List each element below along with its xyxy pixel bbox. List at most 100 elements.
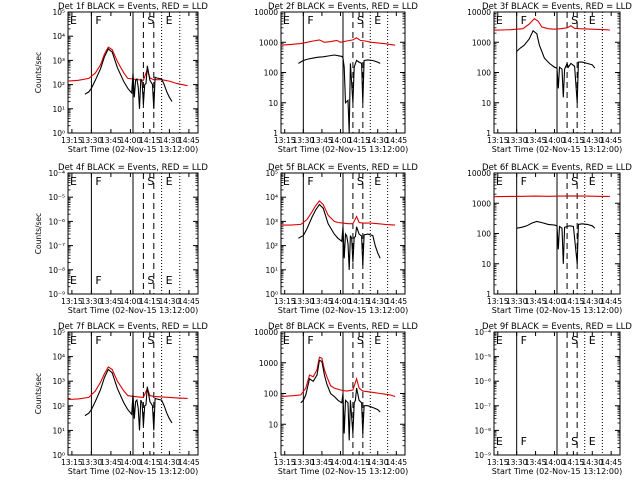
- x-tick-label: 13:45: [311, 136, 333, 145]
- x-tick-label: 14:00: [544, 297, 566, 306]
- x-tick-label: 13:15: [61, 136, 83, 145]
- marker-letter-top: F: [307, 175, 313, 188]
- y-tick-label: 10⁵: [265, 169, 278, 178]
- y-tick-label: 10⁻⁸: [48, 266, 65, 275]
- marker-letter-bottom: E: [70, 274, 77, 287]
- y-tick-label: 10⁻⁶: [474, 377, 491, 386]
- x-tick-label: 13:15: [274, 136, 296, 145]
- x-tick-label: 13:45: [525, 458, 547, 467]
- plot-title: Det 2f BLACK = Events, RED = LLD: [268, 2, 418, 12]
- x-axis-label: Start Time (02-Nov-15 13:12:00): [68, 306, 198, 315]
- x-tick-label: 13:30: [81, 136, 103, 145]
- x-tick-label: 13:30: [293, 297, 315, 306]
- x-axis-label: Start Time (02-Nov-15 13:12:00): [278, 306, 408, 315]
- x-axis-label: Start Time (02-Nov-15 13:12:00): [68, 145, 198, 154]
- x-tick-label: 14:15: [139, 458, 161, 467]
- x-axis-label: Start Time (02-Nov-15 13:12:00): [492, 306, 622, 315]
- marker-letter-top: F: [521, 175, 527, 188]
- y-tick-label: 10⁻⁸: [474, 426, 491, 435]
- y-tick-label: 10⁻⁴: [474, 328, 491, 337]
- x-tick-label: 13:30: [506, 458, 528, 467]
- y-tick-label: 10000: [467, 8, 491, 17]
- x-tick-label: 14:30: [581, 136, 603, 145]
- marker-letter-top: E: [496, 334, 503, 347]
- x-axis-label: Start Time (02-Nov-15 13:12:00): [278, 145, 408, 154]
- series-line-events: [516, 29, 596, 103]
- y-tick-label: 10⁻⁴: [48, 169, 65, 178]
- panel-det-9: Det 9f BLACK = Events, RED = LLD13:1513:…: [474, 322, 632, 476]
- x-tick-label: 13:30: [81, 458, 103, 467]
- x-tick-label: 13:30: [293, 458, 315, 467]
- marker-letter-top: E: [70, 175, 77, 188]
- marker-letter-top: E: [589, 334, 596, 347]
- y-tick-label: 10⁻⁹: [474, 451, 491, 460]
- y-tick-label: 1000: [472, 38, 491, 47]
- y-tick-label: 10³: [265, 217, 278, 226]
- x-tick-label: 14:00: [330, 136, 352, 145]
- marker-letter-top: S: [571, 175, 578, 188]
- x-tick-label: 14:00: [544, 136, 566, 145]
- x-tick-label: 14:15: [563, 136, 585, 145]
- y-tick-label: 10000: [254, 8, 278, 17]
- y-tick-label: 10¹: [52, 426, 65, 435]
- x-axis-label: Start Time (02-Nov-15 13:12:00): [278, 467, 408, 476]
- y-tick-label: 1000: [472, 199, 491, 208]
- panel-det-2: Det 2f BLACK = Events, RED = LLD 13:15 13:…: [254, 2, 418, 154]
- x-tick-label: 14:45: [178, 458, 200, 467]
- x-tick-label: 13:15: [487, 458, 509, 467]
- y-tick-label: 10⁴: [52, 32, 65, 41]
- marker-letter-top: E: [166, 14, 173, 27]
- x-tick-label: 14:00: [330, 297, 352, 306]
- plot-title: Det 5f BLACK = Events, RED = LLD: [268, 163, 418, 173]
- y-tick-label: 10000: [254, 328, 278, 337]
- panel-det-1: Det 1f BLACK = Events, RED = LLD13:1513:…: [34, 2, 208, 154]
- series-line-events: [84, 48, 173, 109]
- x-tick-label: 14:30: [367, 136, 389, 145]
- x-tick-label: 13:45: [100, 136, 122, 145]
- y-tick-label: 1: [273, 129, 278, 138]
- x-tick-label: 13:45: [311, 458, 333, 467]
- y-tick-label: 10²: [52, 81, 65, 90]
- y-tick-label: 1000: [259, 38, 278, 47]
- x-tick-label: 14:45: [386, 458, 408, 467]
- y-tick-label: 1: [273, 451, 278, 460]
- y-tick-label: 10⁻⁷: [48, 242, 65, 251]
- x-tick-label: 14:15: [348, 136, 370, 145]
- marker-letter-top: E: [70, 14, 77, 27]
- y-tick-label: 10⁰: [52, 451, 65, 460]
- x-tick-label: 13:15: [61, 458, 83, 467]
- marker-letter-top: S: [571, 334, 578, 347]
- x-tick-label: 13:45: [100, 458, 122, 467]
- y-tick-label: 10²: [52, 402, 65, 411]
- marker-letter-top: S: [357, 334, 364, 347]
- y-tick-label: 10¹: [52, 105, 65, 114]
- marker-letter-top: E: [589, 14, 596, 27]
- plot-title: Det 8f BLACK = Events, RED = LLD: [268, 322, 418, 332]
- marker-letter-top: E: [496, 14, 503, 27]
- marker-letter-top: S: [147, 175, 154, 188]
- y-tick-label: 100: [477, 69, 492, 78]
- y-tick-label: 10⁰: [265, 290, 278, 299]
- y-tick-label: 10⁻⁷: [474, 402, 491, 411]
- y-tick-label: 1000: [259, 359, 278, 368]
- series-line-lld: [280, 356, 396, 398]
- x-tick-label: 14:30: [581, 458, 603, 467]
- marker-letter-top: S: [147, 14, 154, 27]
- y-tick-label: 10⁻⁹: [48, 290, 65, 299]
- marker-letter-top: F: [95, 175, 101, 188]
- x-tick-label: 14:45: [600, 297, 622, 306]
- marker-letter-top: E: [166, 175, 173, 188]
- x-axis-label: Start Time (02-Nov-15 13:12:00): [492, 145, 622, 154]
- x-tick-label: 13:45: [525, 297, 547, 306]
- y-tick-label: 1: [486, 129, 491, 138]
- y-tick-label: 10: [481, 99, 491, 108]
- y-tick-label: 10¹: [265, 266, 278, 275]
- x-tick-label: 14:00: [330, 458, 352, 467]
- x-tick-label: 13:15: [274, 458, 296, 467]
- marker-letter-top: F: [307, 334, 313, 347]
- y-axis-label: Counts/sec: [34, 52, 43, 93]
- x-tick-label: 14:30: [581, 297, 603, 306]
- marker-letter-top: F: [521, 14, 527, 27]
